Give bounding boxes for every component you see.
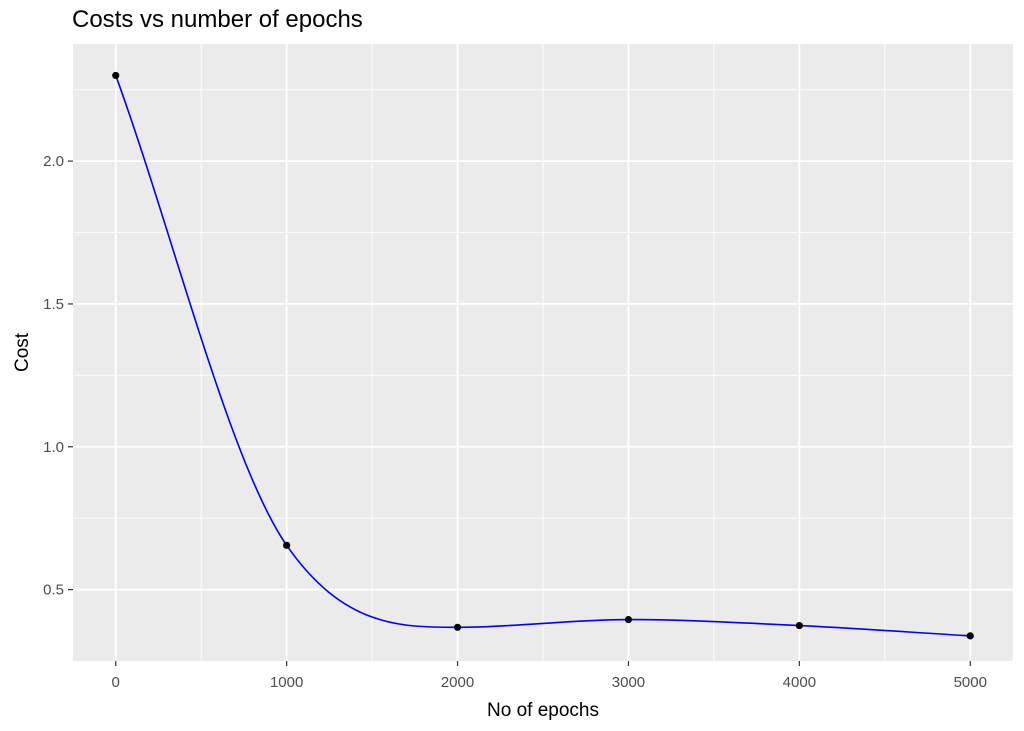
y-axis-ticks: 0.5 1.0 1.5 2.0 xyxy=(43,153,73,599)
y-axis-title: Cost xyxy=(12,332,33,372)
series-points xyxy=(112,71,974,640)
y-tick-label: 1.0 xyxy=(43,439,64,456)
data-point xyxy=(283,541,291,549)
x-axis-ticks: 0 1000 2000 3000 4000 5000 xyxy=(112,661,987,691)
x-tick-label: 4000 xyxy=(783,674,816,691)
x-axis-title: No of epochs xyxy=(487,700,599,721)
data-point xyxy=(453,623,462,631)
x-tick-label: 0 xyxy=(112,674,120,691)
data-point xyxy=(795,621,803,630)
x-tick-label: 5000 xyxy=(954,674,987,691)
x-tick-label: 1000 xyxy=(270,674,303,691)
chart-title: Costs vs number of epochs xyxy=(72,6,363,33)
major-gridlines xyxy=(73,44,1013,661)
y-tick-label: 1.5 xyxy=(43,296,64,313)
x-tick-label: 3000 xyxy=(612,674,645,691)
data-point xyxy=(624,615,633,624)
y-tick-label: 2.0 xyxy=(43,153,64,170)
minor-gridlines xyxy=(73,44,1013,661)
data-point xyxy=(966,632,974,640)
x-tick-label: 2000 xyxy=(441,674,474,691)
data-point xyxy=(112,71,120,80)
y-tick-label: 0.5 xyxy=(43,582,64,599)
